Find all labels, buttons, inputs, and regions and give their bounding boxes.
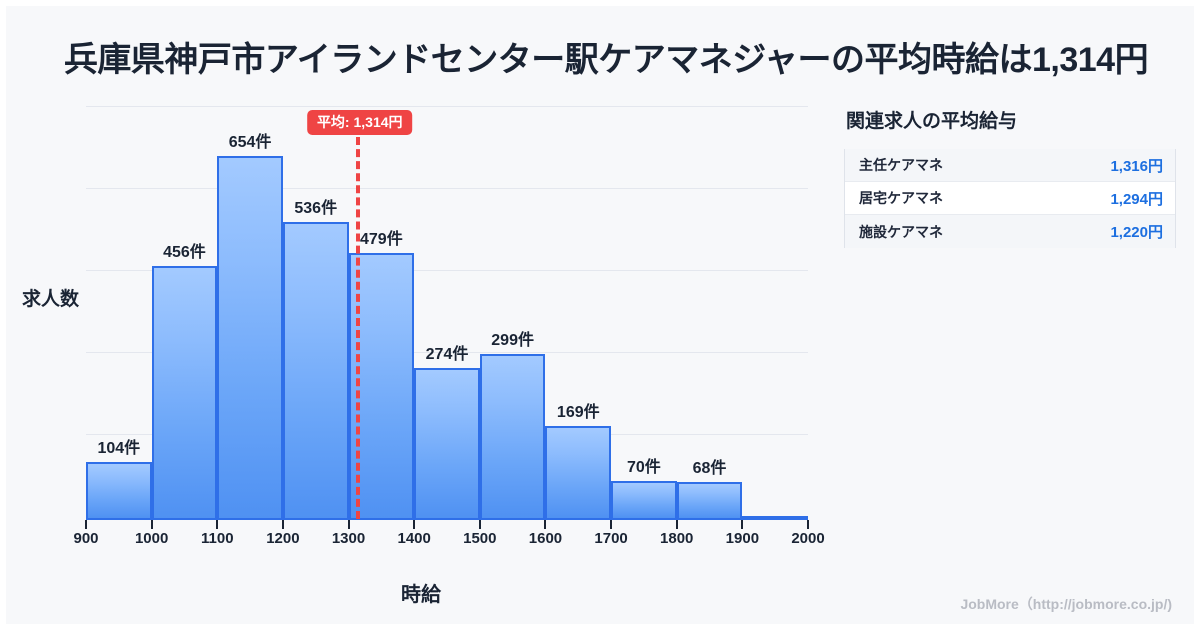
x-axis-tick xyxy=(807,520,809,529)
histogram-bar xyxy=(151,266,218,520)
related-salary-row-value: 1,316円 xyxy=(1110,157,1163,175)
bar-value-label: 536件 xyxy=(294,199,338,217)
y-axis-label: 求人数 xyxy=(22,289,80,310)
x-axis-tick-label: 1600 xyxy=(528,530,563,547)
histogram-chart: 求人数 104件 456件 654件 536件 479件 274件 299件 169件 70件 6… xyxy=(6,6,836,636)
x-axis-tick xyxy=(85,520,87,529)
page-title: 兵庫県神戸市アイランドセンター駅ケアマネジャーの平均時給は1,314円 xyxy=(63,41,1149,79)
related-salary-row-name: 主任ケアマネ xyxy=(859,157,943,173)
x-axis-tick xyxy=(347,520,350,529)
x-axis-tick xyxy=(478,520,481,529)
histogram-bar xyxy=(479,353,546,520)
related-salary-row-name: 施設ケアマネ xyxy=(859,223,943,240)
x-axis-tick-label: 1200 xyxy=(266,530,300,547)
x-axis-tick-label: 1300 xyxy=(331,530,366,547)
x-axis-tick-label: 1400 xyxy=(397,530,431,547)
gridline xyxy=(86,106,808,107)
related-salary-title: 関連求人の平均給与 xyxy=(846,111,1018,132)
histogram-bar xyxy=(282,221,349,520)
x-axis-tick-label: 1100 xyxy=(200,530,234,547)
x-axis-tick xyxy=(610,520,613,529)
gridline xyxy=(86,188,808,189)
x-axis-tick-label: 1500 xyxy=(463,530,497,547)
x-axis-line xyxy=(86,519,808,521)
bar-value-label: 169件 xyxy=(556,403,600,421)
histogram-bar xyxy=(611,481,677,520)
related-salary-table: 主任ケアマネ 1,316円居宅ケアマネ 1,294円施設ケアマネ 1,220円 xyxy=(844,149,1176,248)
x-axis-tick xyxy=(281,520,284,529)
average-line xyxy=(355,137,360,519)
x-axis-tick xyxy=(675,520,678,529)
x-axis-tick-label: 1900 xyxy=(725,530,760,547)
x-axis-tick-label: 1800 xyxy=(660,530,694,547)
average-badge: 平均: 1,314円 xyxy=(306,110,413,135)
bar-value-label: 456件 xyxy=(163,244,206,262)
x-axis-tick xyxy=(150,520,153,529)
bar-value-label: 104件 xyxy=(97,440,141,458)
x-axis-tick-label: 900 xyxy=(73,530,99,547)
plot-area: 104件 456件 654件 536件 479件 274件 299件 169件 70件 68件 xyxy=(86,96,808,520)
histogram-bar xyxy=(217,156,283,520)
x-axis-tick-label: 1000 xyxy=(134,530,169,547)
x-axis-tick xyxy=(413,520,416,529)
bar-value-label: 299件 xyxy=(491,331,534,349)
related-salary-row: 主任ケアマネ 1,316円 xyxy=(845,149,1175,182)
x-axis-tick xyxy=(544,520,547,529)
gridline xyxy=(86,270,808,271)
x-axis-tick-label: 1700 xyxy=(594,530,628,547)
bar-value-label: 274件 xyxy=(425,345,469,363)
related-salary-row-value: 1,294円 xyxy=(1110,190,1163,208)
histogram-bar xyxy=(545,425,612,520)
related-salary-row: 居宅ケアマネ 1,294円 xyxy=(845,182,1175,215)
gridline xyxy=(86,352,808,353)
histogram-bar xyxy=(676,482,743,520)
related-salary-panel: 関連求人の平均給与 主任ケアマネ 1,316円居宅ケアマネ 1,294円施設ケアマネ… xyxy=(844,106,1188,248)
bar-value-label: 68件 xyxy=(692,460,727,478)
bar-value-label: 654件 xyxy=(228,134,272,151)
histogram-bar xyxy=(86,462,152,520)
x-axis-tick-label: 2000 xyxy=(791,530,825,547)
related-salary-row-value: 1,220円 xyxy=(1110,224,1163,241)
related-salary-row: 施設ケアマネ 1,220円 xyxy=(845,215,1175,248)
bar-value-label: 479件 xyxy=(360,231,403,249)
bar-value-label: 70件 xyxy=(627,459,661,477)
related-salary-row-name: 居宅ケアマネ xyxy=(859,190,943,206)
x-axis-label: 時給 xyxy=(401,584,441,606)
x-axis-tick xyxy=(741,520,744,529)
histogram-bar xyxy=(414,367,480,520)
histogram-bar xyxy=(742,515,808,520)
footer-credit: JobMore（http://jobmore.co.jp/) xyxy=(960,596,1172,612)
x-axis-tick xyxy=(216,520,219,529)
